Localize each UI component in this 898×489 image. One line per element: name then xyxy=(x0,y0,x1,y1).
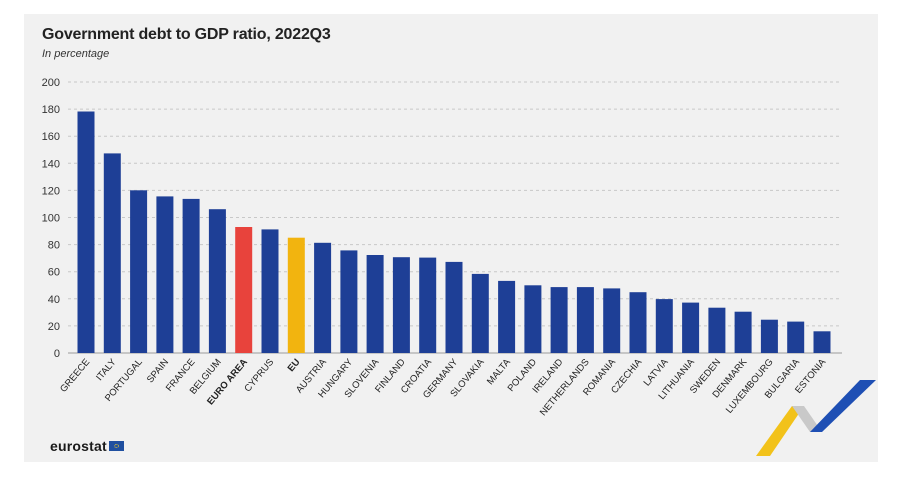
y-tick-label: 60 xyxy=(48,267,60,279)
bar-cyprus xyxy=(261,229,279,353)
eurostat-logo: eurostat xyxy=(50,438,124,454)
y-tick-label: 80 xyxy=(48,240,60,252)
bar-ireland xyxy=(550,287,568,353)
bar-estonia xyxy=(813,331,831,353)
bar-poland xyxy=(524,285,542,354)
eu-flag-icon xyxy=(108,441,124,451)
bar-germany xyxy=(445,261,463,353)
bar-czechia xyxy=(629,292,647,353)
bar-belgium xyxy=(208,209,226,353)
bar-denmark xyxy=(734,311,752,353)
chart-title: Government debt to GDP ratio, 2022Q3 xyxy=(42,26,331,43)
bar-slovakia xyxy=(471,273,489,353)
y-tick-label: 20 xyxy=(48,321,60,333)
bar-sweden xyxy=(708,307,726,353)
bar-luxembourg xyxy=(760,319,778,353)
bar-malta xyxy=(498,280,516,353)
bar-lithuania xyxy=(682,302,700,353)
bar-eu xyxy=(287,237,305,353)
bar-slovenia xyxy=(366,255,384,353)
bar-euro-area xyxy=(235,227,253,353)
x-tick-label: GREECE xyxy=(58,357,92,395)
bar-netherlands xyxy=(576,287,594,353)
y-tick-label: 180 xyxy=(42,104,60,116)
bar-hungary xyxy=(340,250,358,353)
y-tick-label: 120 xyxy=(42,185,60,197)
bar-france xyxy=(182,198,200,353)
bar-spain xyxy=(156,196,174,353)
y-tick-label: 160 xyxy=(42,131,60,143)
y-tick-label: 200 xyxy=(42,77,60,89)
bar-romania xyxy=(603,288,621,353)
y-axis-ticks: 0 20 40 60 80 100 120 140 160 180 200 xyxy=(42,77,60,360)
chart-subtitle: In percentage xyxy=(42,48,110,60)
x-tick-label: EU xyxy=(286,357,303,374)
bar-portugal xyxy=(130,190,148,353)
bar-finland xyxy=(392,257,410,353)
y-tick-label: 40 xyxy=(48,294,60,306)
bar-italy xyxy=(103,153,121,353)
y-tick-label: 100 xyxy=(42,213,60,225)
y-tick-label: 0 xyxy=(54,348,60,360)
bars xyxy=(77,111,831,354)
bar-austria xyxy=(314,242,332,353)
x-tick-label: SPAIN xyxy=(145,357,171,385)
bar-greece xyxy=(77,111,95,353)
bar-bulgaria xyxy=(787,321,805,353)
logo-text: eurostat xyxy=(50,438,107,454)
y-tick-label: 140 xyxy=(42,158,60,170)
bar-croatia xyxy=(419,257,437,353)
eurostat-swoosh-decoration xyxy=(756,380,876,456)
bar-latvia xyxy=(655,299,673,353)
x-tick-label: ITALY xyxy=(94,356,119,383)
